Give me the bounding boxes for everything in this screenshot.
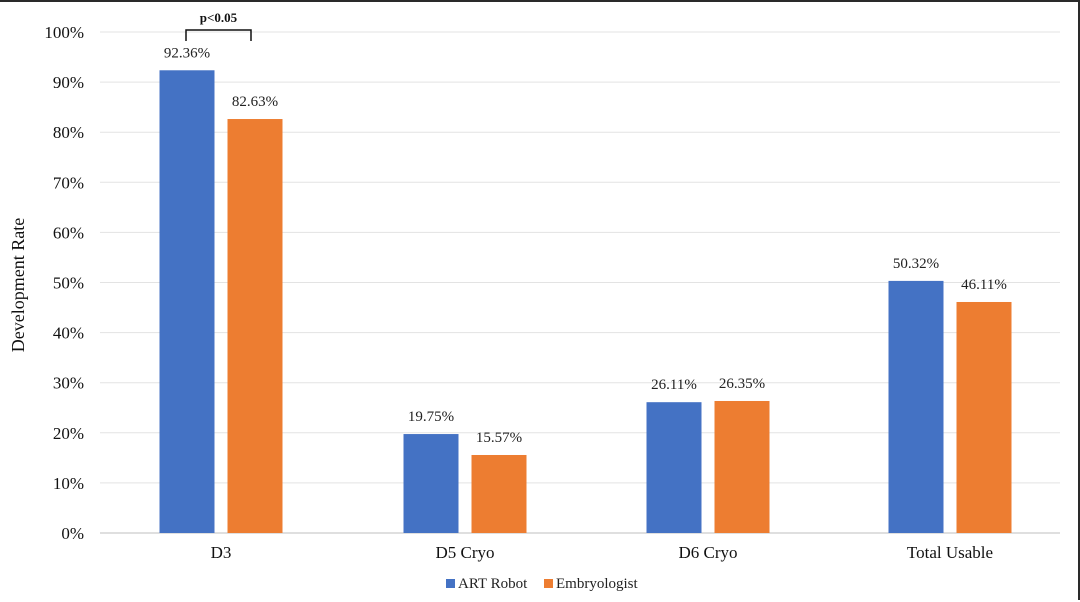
bar-embryologist [714, 400, 770, 533]
legend-swatch [544, 579, 553, 588]
data-label: 92.36% [164, 45, 210, 61]
y-axis-ticks: 0% 10% 20% 30% 40% 50% 60% 70% 80% 90% 100% [44, 23, 84, 543]
significance-annotation: p<0.05 [185, 10, 252, 41]
x-axis-ticks: D3 D5 Cryo D6 Cryo Total Usable [211, 543, 993, 562]
bar-art-robot [159, 70, 215, 533]
data-label: 46.11% [961, 277, 1007, 293]
legend-swatch [446, 579, 455, 588]
bar-art-robot [888, 280, 944, 533]
bar-art-robot [646, 402, 702, 533]
y-tick-label: 50% [53, 274, 84, 293]
y-tick-label: 80% [53, 123, 84, 142]
bar-embryologist [956, 301, 1012, 533]
bar-embryologist [471, 454, 527, 533]
y-tick-label: 90% [53, 73, 84, 92]
legend-label: ART Robot [458, 576, 528, 592]
x-tick-label: D3 [211, 543, 232, 562]
x-tick-label: Total Usable [907, 543, 993, 562]
data-label: 19.75% [408, 409, 454, 425]
data-label: 82.63% [232, 94, 278, 110]
y-axis-label: Development Rate [8, 218, 28, 352]
data-label: 15.57% [476, 430, 522, 446]
x-tick-label: D5 Cryo [435, 543, 494, 562]
significance-label: p<0.05 [200, 10, 238, 25]
y-tick-label: 30% [53, 374, 84, 393]
x-tick-label: D6 Cryo [678, 543, 737, 562]
data-label: 26.11% [651, 377, 697, 393]
bar-embryologist [227, 119, 283, 534]
y-tick-label: 40% [53, 324, 84, 343]
significance-bracket [185, 29, 252, 41]
y-tick-label: 70% [53, 173, 84, 192]
y-tick-label: 10% [53, 474, 84, 493]
y-tick-label: 20% [53, 424, 84, 443]
data-label: 26.35% [719, 376, 765, 392]
legend-label: Embryologist [556, 576, 638, 592]
bar-art-robot [403, 434, 459, 533]
bars: 92.36% 82.63% 19.75% 15.57% 26.11% 26.35% 50.3… [159, 45, 1012, 534]
data-label: 50.32% [893, 256, 939, 272]
y-tick-label: 100% [44, 23, 84, 42]
y-tick-label: 0% [61, 524, 84, 543]
y-tick-label: 60% [53, 223, 84, 242]
legend: ART Robot Embryologist [446, 576, 638, 592]
